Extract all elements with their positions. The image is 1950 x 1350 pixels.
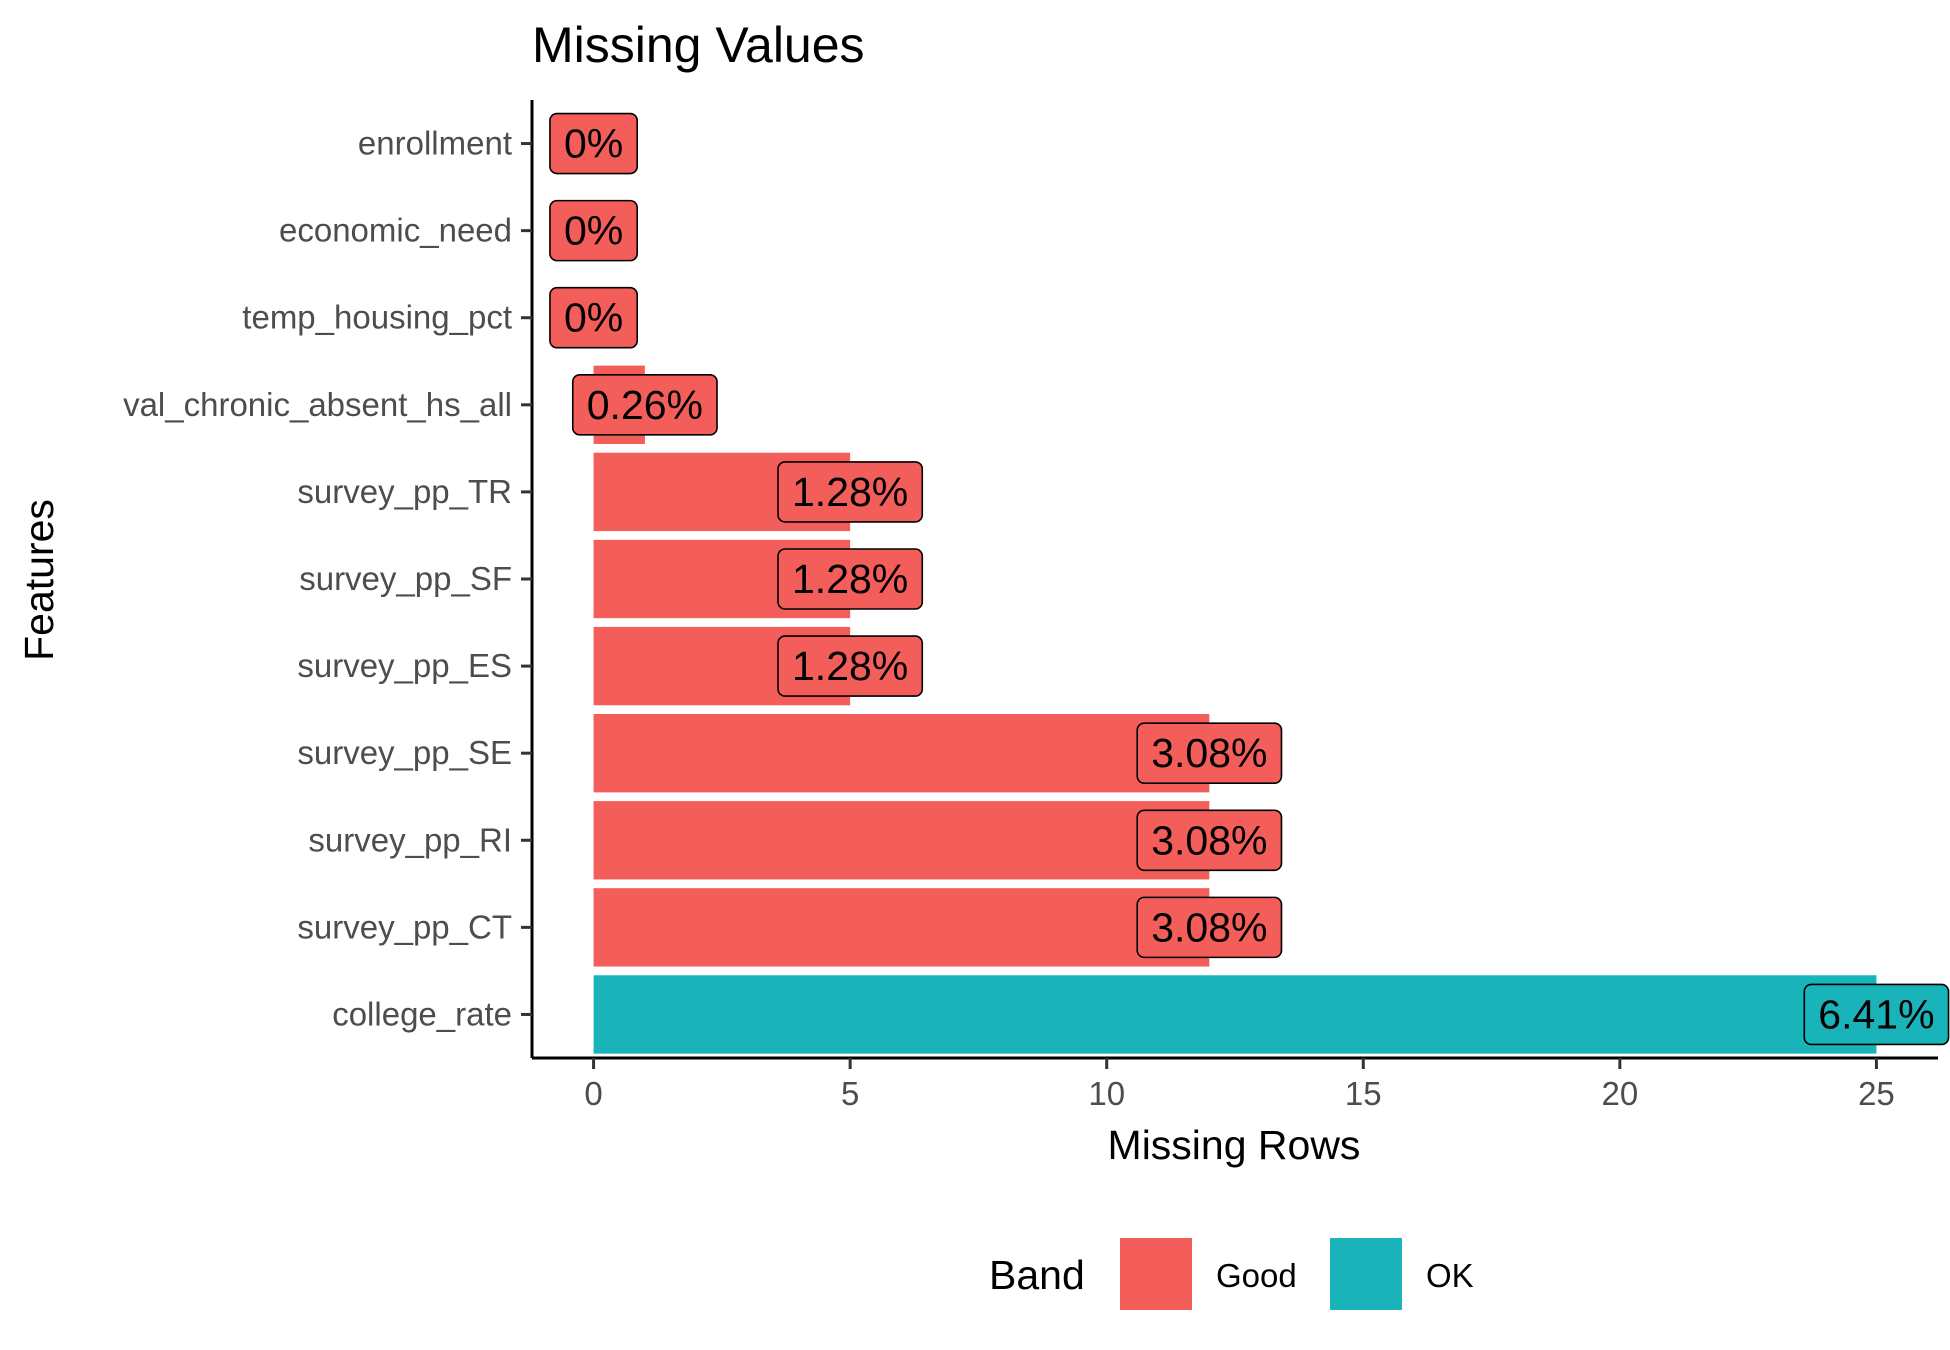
data-label-text: 1.28% <box>792 643 908 689</box>
data-label-survey_pp_SF: 1.28% <box>777 548 924 610</box>
data-label-text: 6.41% <box>1818 991 1934 1037</box>
x-tick-label-0: 0 <box>584 1075 602 1112</box>
data-label-temp_housing_pct: 0% <box>549 286 639 349</box>
data-label-survey_pp_SE: 3.08% <box>1136 722 1283 784</box>
x-tick-label-25: 25 <box>1858 1075 1895 1112</box>
data-label-box <box>549 199 639 262</box>
bar-survey_pp_SE <box>593 713 1210 793</box>
data-label-text: 0% <box>564 208 623 254</box>
y-tick-label-college_rate: college_rate <box>332 995 512 1032</box>
chart-title: Missing Values <box>532 17 865 73</box>
data-label-box <box>1136 722 1283 784</box>
data-labels-layer: 0% 0% 0% 0.26% 1.28% 1.28% 1.28% 3.08% 3.08% 3.08… <box>549 112 1950 1046</box>
data-label-box <box>1136 809 1283 872</box>
y-tick-label-temp_housing_pct: temp_housing_pct <box>242 299 512 336</box>
data-label-enrollment: 0% <box>549 112 639 175</box>
bar-survey_pp_CT <box>593 888 1210 967</box>
data-label-box <box>777 635 924 697</box>
y-tick-label-survey_pp_CT: survey_pp_CT <box>297 908 512 945</box>
y-tick-label-economic_need: economic_need <box>279 212 512 249</box>
y-tick-label-val_chronic_absent_hs_all: val_chronic_absent_hs_all <box>123 386 512 423</box>
y-tick-label-survey_pp_TR: survey_pp_TR <box>297 473 512 510</box>
bar-survey_pp_RI <box>593 801 1210 880</box>
data-label-box <box>777 461 924 523</box>
data-label-survey_pp_ES: 1.28% <box>777 635 924 697</box>
legend-label-ok: OK <box>1426 1257 1474 1294</box>
data-label-box <box>1803 983 1950 1046</box>
x-tick-label-5: 5 <box>841 1075 859 1112</box>
x-tick-label-10: 10 <box>1088 1075 1125 1112</box>
data-label-college_rate: 6.41% <box>1803 983 1950 1046</box>
data-label-box <box>549 286 639 349</box>
legend-swatch-good <box>1120 1238 1192 1310</box>
bar-college_rate <box>593 975 1877 1054</box>
legend-label-good: Good <box>1216 1257 1297 1294</box>
data-label-survey_pp_TR: 1.28% <box>777 461 924 523</box>
y-tick-label-survey_pp_RI: survey_pp_RI <box>308 821 512 858</box>
data-label-box <box>571 374 718 436</box>
legend-swatch-ok <box>1330 1238 1402 1310</box>
data-label-survey_pp_CT: 3.08% <box>1136 896 1283 959</box>
data-label-text: 0% <box>564 121 623 167</box>
data-label-box <box>549 112 639 175</box>
legend: Band Good OK <box>989 1238 1474 1310</box>
y-tick-label-survey_pp_ES: survey_pp_ES <box>297 647 512 684</box>
data-label-text: 0% <box>564 295 623 341</box>
data-label-val_chronic_absent_hs_all: 0.26% <box>571 374 718 436</box>
x-tick-label-15: 15 <box>1345 1075 1382 1112</box>
x-axis-title: Missing Rows <box>1108 1122 1361 1168</box>
data-label-text: 3.08% <box>1151 904 1267 950</box>
data-label-text: 3.08% <box>1151 730 1267 776</box>
y-tick-label-enrollment: enrollment <box>358 125 512 162</box>
axes-layer: enrollment economic_need temp_housing_pctv… <box>123 100 1938 1112</box>
data-label-box <box>1136 896 1283 959</box>
y-axis-title: Features <box>16 499 62 661</box>
x-tick-label-20: 20 <box>1601 1075 1638 1112</box>
data-label-survey_pp_RI: 3.08% <box>1136 809 1283 872</box>
legend-title: Band <box>989 1252 1085 1298</box>
data-label-text: 3.08% <box>1151 817 1267 863</box>
data-label-economic_need: 0% <box>549 199 639 262</box>
y-tick-label-survey_pp_SF: survey_pp_SF <box>299 560 512 597</box>
data-label-text: 1.28% <box>792 556 908 602</box>
data-label-text: 1.28% <box>792 469 908 515</box>
data-label-text: 0.26% <box>587 382 703 428</box>
data-label-box <box>777 548 924 610</box>
y-tick-label-survey_pp_SE: survey_pp_SE <box>297 734 512 771</box>
